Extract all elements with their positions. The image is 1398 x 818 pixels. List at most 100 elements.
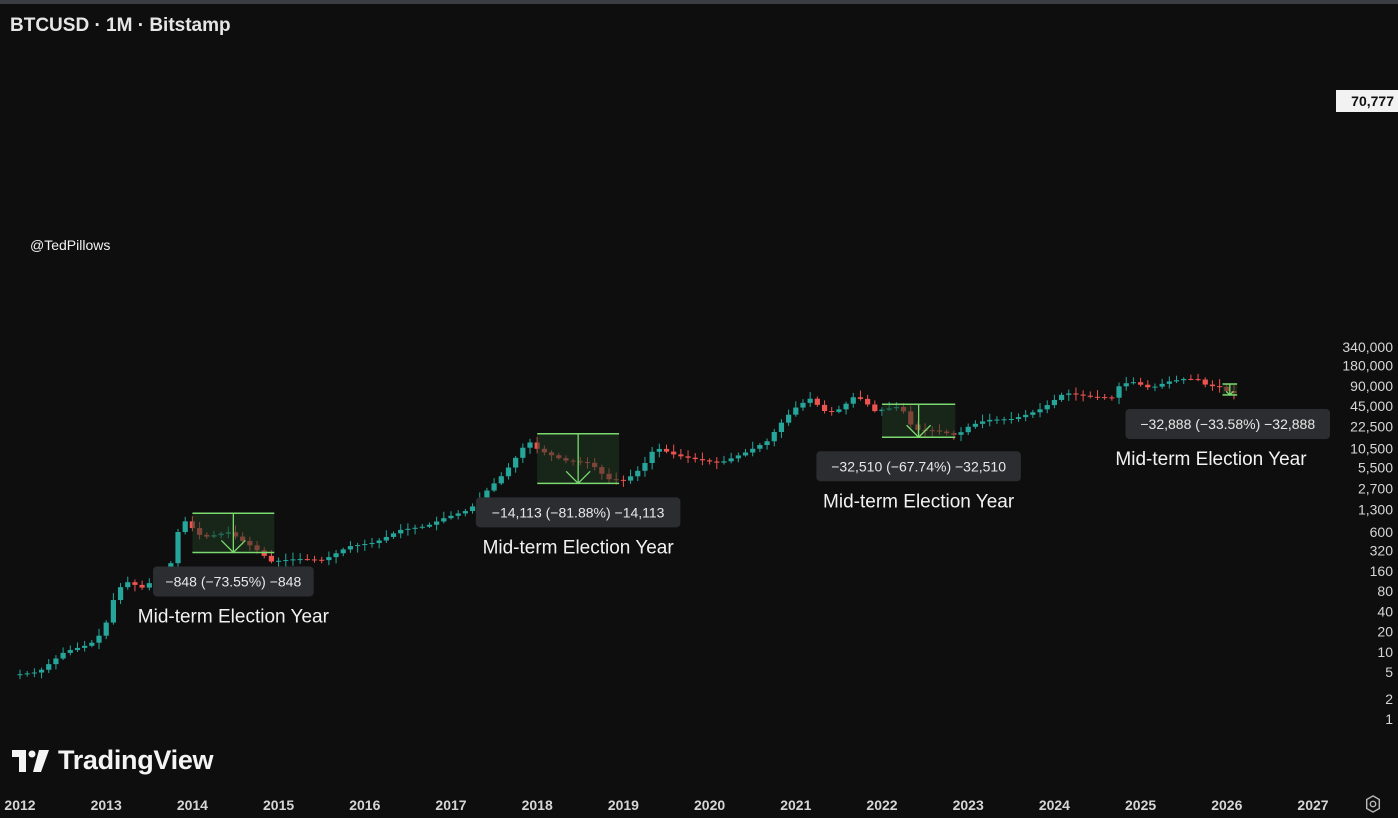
candle	[455, 510, 461, 520]
y-tick-label: 40	[1377, 603, 1393, 619]
candle-body	[311, 559, 318, 561]
y-tick-label: 1,300	[1358, 502, 1393, 518]
candle	[290, 552, 296, 566]
x-tick-label: 2027	[1297, 797, 1328, 813]
candle-body	[340, 549, 346, 554]
candle	[103, 620, 109, 640]
candle-body	[1130, 382, 1137, 384]
candle-body	[778, 422, 785, 432]
candle-body	[994, 419, 1000, 421]
candle	[972, 420, 978, 429]
x-tick-label: 2022	[866, 797, 897, 813]
candle-body	[750, 448, 756, 453]
candle	[1159, 378, 1165, 389]
candle-body	[1102, 397, 1108, 399]
candle	[520, 443, 526, 463]
time-axis: 2012 2013 2014 2015 2016 2017 2018 2019 2020 2021…	[4, 797, 1328, 813]
y-tick-label: 90,000	[1350, 378, 1393, 394]
drawdown-arrow-head	[906, 424, 932, 439]
candle	[1181, 377, 1187, 384]
candle-body	[17, 674, 23, 676]
current-price-label: 70,777	[1336, 90, 1398, 112]
candle-body	[1015, 417, 1022, 420]
candle-body	[707, 460, 713, 462]
candle-body	[376, 540, 382, 544]
price-axis: 340,000 180,000 90,000 45,000 22,500 10,500 5,…	[1342, 339, 1393, 727]
candle-body	[1051, 399, 1057, 406]
candle-body	[419, 526, 425, 528]
candle-body	[757, 445, 763, 449]
candlestick-series	[17, 373, 1237, 680]
tradingview-logo-text: TradingView	[58, 745, 214, 775]
candle	[635, 466, 641, 482]
y-tick-label: 80	[1377, 583, 1393, 599]
candle	[441, 511, 447, 524]
candle	[1195, 373, 1201, 382]
candle	[412, 524, 418, 535]
candle-body	[484, 490, 490, 499]
candle-body	[319, 559, 325, 561]
candle	[786, 409, 792, 426]
candle-body	[1152, 386, 1158, 388]
candle	[1145, 380, 1151, 390]
y-tick-label: 45,000	[1350, 398, 1393, 414]
candle-body	[455, 513, 461, 516]
drawdown-label-bg	[816, 451, 1021, 482]
candle	[1037, 403, 1043, 418]
candle	[1058, 392, 1065, 402]
candle-body	[1173, 380, 1180, 382]
x-tick-label: 2019	[608, 797, 639, 813]
drawdown-label: −14,113 (−81.88%) −14,113	[492, 504, 665, 520]
candle	[699, 452, 706, 466]
candle-body	[398, 529, 404, 534]
candle	[31, 668, 37, 678]
candle-body	[635, 470, 641, 477]
candle	[347, 541, 354, 553]
candle-body	[390, 533, 397, 537]
y-tick-label: 5,500	[1358, 460, 1393, 476]
candle	[527, 438, 533, 454]
candle-body	[771, 431, 777, 442]
y-tick-label: 20	[1377, 624, 1393, 640]
candle	[498, 472, 504, 486]
drawdown-arrow-head	[565, 470, 591, 485]
candle-body	[283, 560, 289, 562]
x-tick-label: 2024	[1039, 797, 1070, 813]
candle-body	[1073, 393, 1079, 395]
candle-body	[182, 521, 188, 533]
candle	[800, 399, 806, 411]
candle-body	[31, 672, 37, 674]
candle-body	[728, 458, 734, 462]
tradingview-logo[interactable]: TradingView	[12, 745, 214, 776]
candle-body	[505, 467, 512, 477]
drawdown-note: Mid-term Election Year	[1115, 449, 1307, 470]
candle	[1209, 380, 1216, 391]
candle-body	[412, 527, 418, 529]
candle-body	[1094, 396, 1101, 398]
candle	[807, 392, 813, 407]
candle-body	[1138, 382, 1144, 385]
candle	[376, 538, 382, 549]
candle	[1123, 376, 1129, 391]
drawdown-box: −32,888 (−33.58%) −32,888 Mid-term Electi…	[1115, 383, 1330, 470]
candle	[707, 458, 713, 465]
candle-body	[326, 557, 332, 561]
candle	[678, 448, 684, 460]
candle	[728, 452, 734, 464]
candle-body	[979, 421, 986, 424]
candle	[1217, 379, 1223, 393]
candle-body	[46, 664, 52, 670]
drawdown-label-bg	[1125, 408, 1330, 439]
candle	[74, 642, 81, 653]
candle-body	[103, 622, 109, 636]
drawdown-annotations: −848 (−73.55%) −848 Mid-term Election Yea…	[138, 383, 1330, 627]
settings-gear-icon[interactable]	[1364, 795, 1382, 813]
candle-body	[1001, 419, 1007, 421]
candle-body	[829, 411, 835, 413]
candle	[405, 523, 411, 536]
candle-body	[965, 426, 971, 433]
chart-symbol-title[interactable]: BTCUSD · 1M · Bitstamp	[10, 15, 231, 36]
candle-body	[139, 584, 145, 588]
candle	[620, 475, 626, 487]
